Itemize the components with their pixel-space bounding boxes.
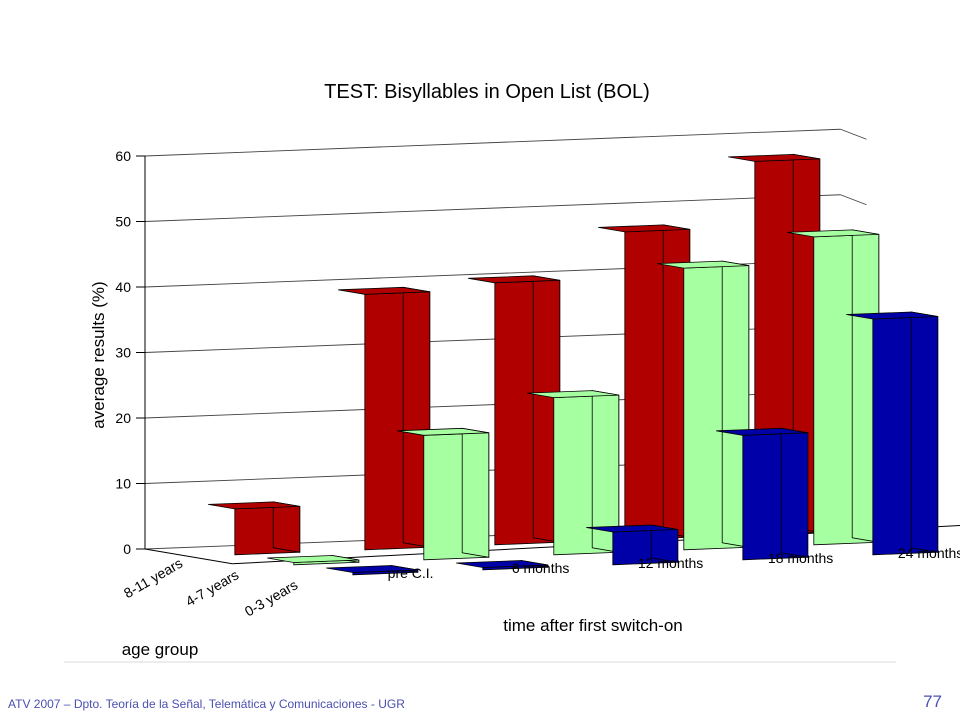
y-tick-label-60: 60 [115, 148, 131, 164]
y-axis-label: average results (%) [89, 281, 108, 428]
gridline-50 [144, 194, 841, 222]
side-gridline-50 [840, 194, 867, 206]
bar-top-face [846, 311, 938, 320]
x-tick-label-6-months: 6 months [512, 560, 570, 576]
bar-top-face [267, 555, 359, 563]
page-number: 77 [923, 692, 942, 711]
bar-8-11-years-18-months [598, 224, 691, 541]
bar-8-11-years-12-months [468, 275, 561, 546]
side-gridline-60 [840, 128, 867, 140]
x-tick-label-12-months: 12 months [638, 555, 703, 571]
x-tick-label-24-months: 24 months [898, 545, 960, 561]
x-tick-label-pre-C-I-: pre C.I. [388, 565, 434, 581]
bar-8-11-years-6-months [338, 286, 431, 551]
bar-top-face [338, 286, 430, 295]
bar-top-face [716, 427, 808, 436]
bar-4-7-years-18-months [657, 260, 750, 551]
bar-4-7-years-pre-C-I- [267, 555, 360, 566]
bar-4-7-years-12-months [527, 390, 620, 556]
bar-top-face [657, 260, 749, 269]
bar-top-face [397, 427, 489, 436]
footer-text: ATV 2007 – Dpto. Teoría de la Señal, Tel… [8, 697, 405, 711]
z-axis-label: age group [122, 640, 199, 659]
y-tick-label-20: 20 [115, 410, 131, 426]
x-tick-label-18-months: 18 months [768, 550, 833, 566]
bar-top-face [527, 390, 619, 399]
bar-4-7-years-6-months [397, 427, 490, 561]
y-tick-label-50: 50 [115, 214, 131, 230]
bar-top-face [208, 501, 300, 510]
bar-4-7-years-24-months [787, 229, 880, 546]
bar-side-face [461, 427, 490, 558]
y-tick-label-40: 40 [115, 279, 131, 295]
bar-layer [208, 153, 939, 576]
x-axis-label: time after first switch-on [503, 616, 683, 635]
bar-top-face [586, 524, 678, 533]
bar-0-3-years-pre-C-I- [326, 565, 419, 576]
bar-0-3-years-18-months [716, 427, 809, 561]
z-axis-line [144, 548, 233, 565]
bar-0-3-years-6-months [456, 560, 549, 571]
y-tick-label-10: 10 [115, 476, 131, 492]
bar-side-face [780, 427, 809, 558]
chart-title: TEST: Bisyllables in Open List (BOL) [324, 81, 650, 103]
bar-top-face [326, 565, 418, 573]
y-tick-label-30: 30 [115, 345, 131, 361]
bar-top-face [468, 275, 560, 284]
bar-side-face [272, 501, 301, 553]
bar-side-face [910, 311, 939, 553]
bar-top-face [787, 229, 879, 238]
bar-0-3-years-24-months [846, 311, 939, 556]
bar-top-face [728, 153, 820, 162]
gridline-60 [144, 128, 841, 157]
y-tick-label-0: 0 [123, 541, 131, 557]
bar-top-face [598, 224, 690, 233]
bar-0-3-years-12-months [586, 524, 679, 566]
bar-8-11-years-pre-C-I- [208, 501, 301, 556]
bar-top-face [456, 560, 548, 568]
